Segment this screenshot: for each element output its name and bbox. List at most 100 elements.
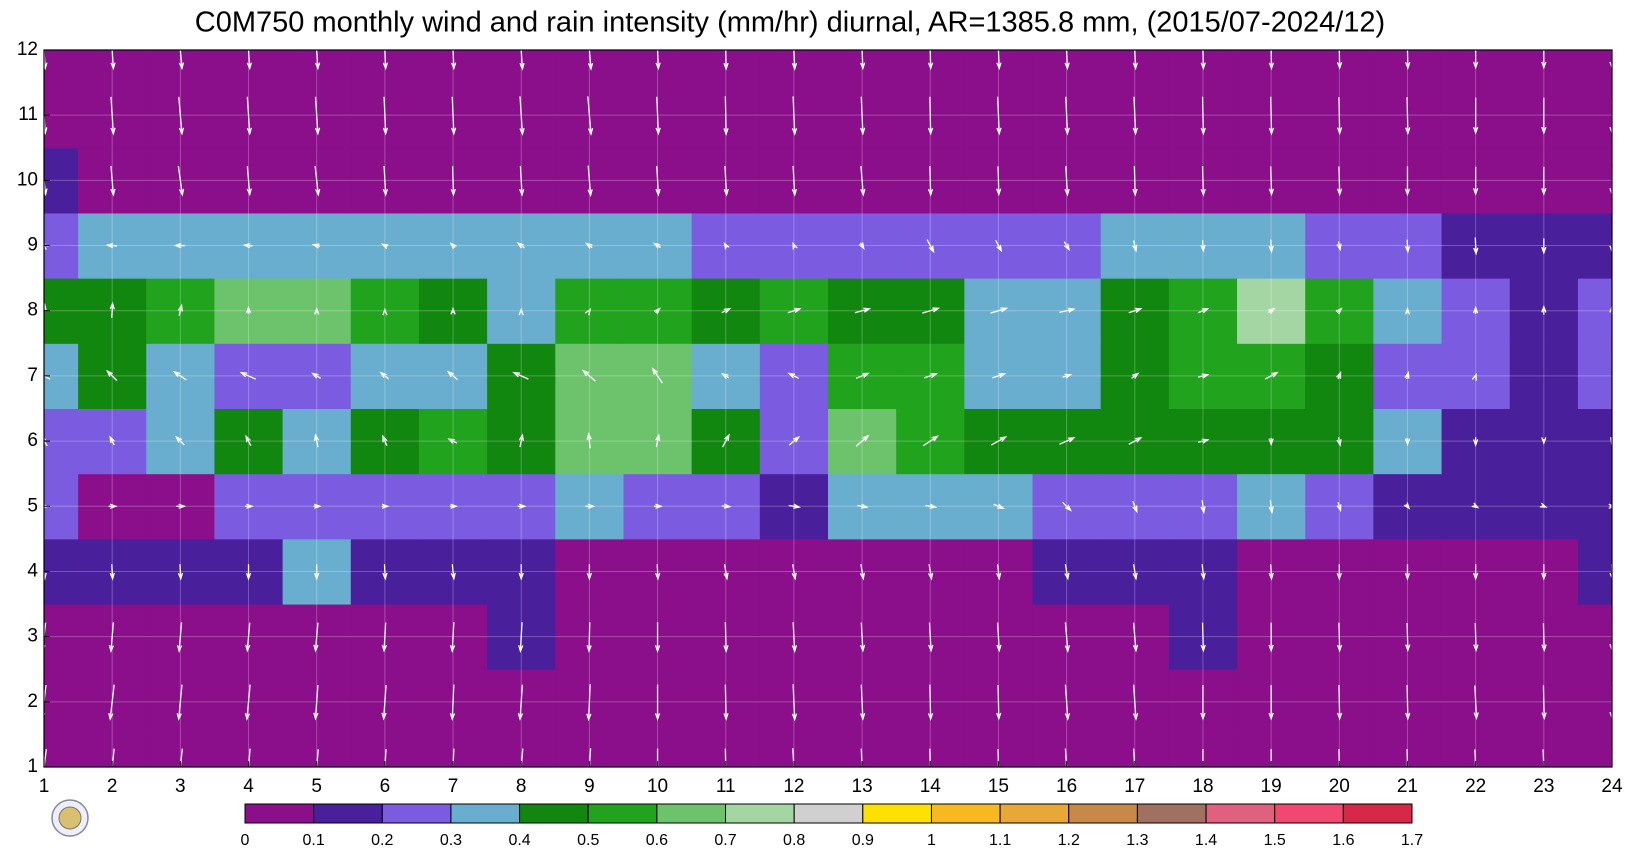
wind-arrow <box>1405 623 1411 653</box>
y-tick-label: 8 <box>27 300 38 321</box>
wind-arrow <box>990 436 1008 446</box>
wind-arrow <box>1336 502 1342 513</box>
wind-arrow <box>1062 373 1073 379</box>
wind-arrow <box>381 684 387 721</box>
wind-arrow <box>314 306 320 315</box>
wind-arrow <box>855 434 870 447</box>
wind-arrow <box>311 243 321 249</box>
wind-arrow <box>1268 96 1275 136</box>
wind-arrow <box>1336 436 1342 447</box>
wind-arrow <box>245 622 251 653</box>
wind-arrow <box>655 165 661 197</box>
rain-cell <box>44 734 79 768</box>
colorbar-label: 1.3 <box>1126 832 1148 849</box>
wind-arrow <box>518 622 524 653</box>
wind-arrow <box>177 165 185 197</box>
wind-arrow <box>382 307 388 316</box>
wind-arrow <box>927 165 934 197</box>
wind-arrow <box>313 622 319 653</box>
wind-arrow <box>110 165 116 197</box>
wind-arrow <box>922 307 941 314</box>
wind-arrow <box>246 166 252 197</box>
wind-arrow <box>924 503 938 509</box>
rain-cell <box>1577 473 1613 540</box>
wind-arrow <box>1200 564 1206 581</box>
wind-arrow <box>245 564 252 581</box>
y-tick-label: 6 <box>27 430 38 451</box>
wind-arrow <box>655 564 661 581</box>
wind-arrow <box>1064 622 1070 653</box>
y-tick-label: 7 <box>27 365 38 386</box>
wind-arrow <box>922 435 940 447</box>
wind-arrow <box>239 371 256 380</box>
wind-arrow <box>1064 165 1070 197</box>
x-tick-label: 2 <box>107 776 118 797</box>
wind-arrow <box>1405 685 1411 721</box>
wind-arrow <box>174 435 185 446</box>
wind-arrow <box>1059 307 1076 313</box>
wind-arrow <box>313 684 319 721</box>
wind-arrow <box>244 503 255 509</box>
y-tick-label: 2 <box>27 691 38 712</box>
wind-arrow <box>1403 502 1411 510</box>
x-tick-label: 10 <box>647 776 668 797</box>
wind-arrow <box>927 96 934 136</box>
wind-arrow <box>581 369 596 382</box>
x-tick-label: 24 <box>1601 776 1623 797</box>
wind-arrow <box>1064 96 1070 136</box>
wind-arrow <box>1471 372 1477 381</box>
wind-arrow <box>723 96 729 136</box>
rain-cell <box>1577 278 1613 344</box>
wind-arrow <box>1471 502 1480 509</box>
wind-arrow <box>1132 165 1138 197</box>
wind-arrow <box>1405 97 1411 136</box>
colorbar-label: 0.8 <box>783 832 805 849</box>
x-tick-label: 13 <box>852 776 873 797</box>
wind-arrow <box>380 243 389 250</box>
y-tick-label: 10 <box>17 169 38 190</box>
wind-arrow <box>654 622 661 653</box>
wind-arrow <box>1132 622 1139 653</box>
wind-arrow <box>173 242 186 249</box>
wind-arrow <box>1132 500 1138 514</box>
colorbar-label: 1.5 <box>1264 832 1286 849</box>
wind-arrow <box>1336 685 1343 721</box>
wind-arrow <box>788 503 802 509</box>
wind-arrow <box>1541 685 1547 721</box>
wind-arrow <box>721 307 732 314</box>
wind-arrow <box>1336 166 1343 197</box>
wind-arrow <box>449 684 456 721</box>
wind-arrow <box>1268 500 1274 515</box>
colorbar-label: 1.4 <box>1195 832 1217 849</box>
wind-arrow <box>1541 166 1547 196</box>
wind-arrow <box>1404 166 1411 197</box>
wind-arrow <box>379 371 390 380</box>
wind-arrow <box>586 431 592 449</box>
y-tick-label: 9 <box>27 235 38 256</box>
colorbar-label: 0.6 <box>646 832 668 849</box>
rain-cell <box>1577 82 1613 149</box>
wind-arrow <box>519 96 525 136</box>
x-tick-label: 4 <box>243 776 254 797</box>
wind-arrow <box>311 372 322 379</box>
wind-arrow <box>106 369 118 382</box>
wind-arrow <box>927 564 934 581</box>
wind-arrow <box>314 165 321 197</box>
wind-arrow <box>723 165 729 197</box>
x-tick-label: 1 <box>39 776 50 797</box>
y-tick-label: 12 <box>17 39 38 60</box>
colorbar-swatch <box>313 803 383 824</box>
x-tick-label: 20 <box>1329 776 1350 797</box>
plot-frame <box>43 49 1613 768</box>
wind-arrow <box>1541 437 1547 446</box>
wind-arrow <box>721 503 732 509</box>
wind-arrow <box>1473 237 1479 256</box>
wind-arrow <box>1541 238 1547 255</box>
wind-arrow <box>584 307 592 316</box>
x-tick-label: 15 <box>988 776 1009 797</box>
wind-arrow <box>791 96 798 136</box>
wind-arrow <box>314 564 320 581</box>
wind-arrow <box>585 503 596 509</box>
colorbar-swatch <box>1274 803 1344 824</box>
